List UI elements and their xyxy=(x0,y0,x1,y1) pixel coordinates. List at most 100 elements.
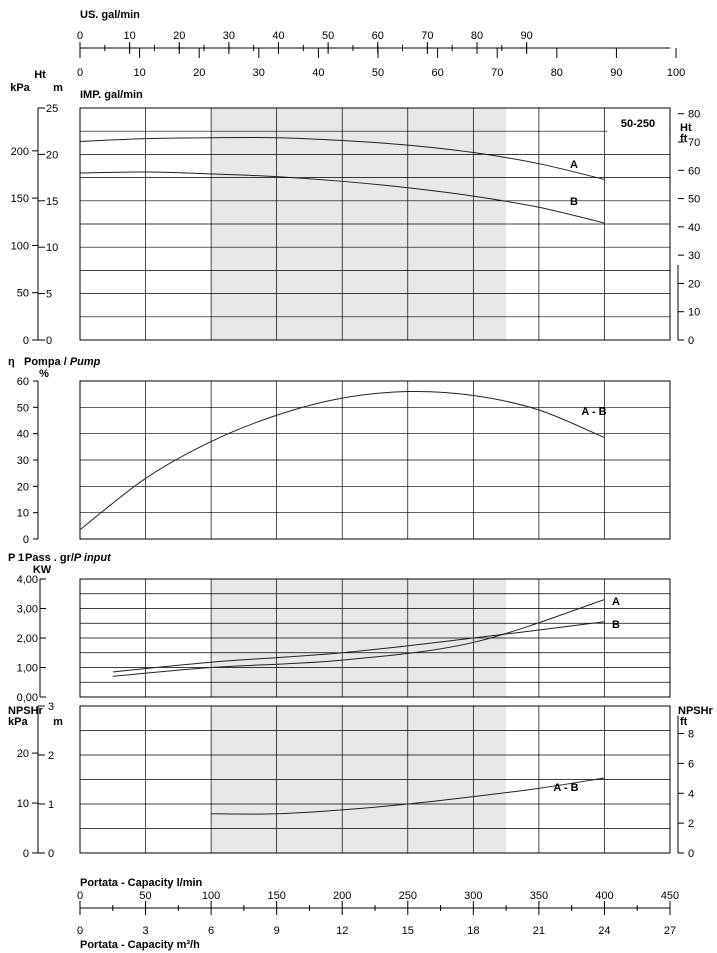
efficiency-tick-label: 20 xyxy=(17,481,29,493)
us-gal-tick-label: 60 xyxy=(372,30,384,42)
npsh-ft-tick-label: 8 xyxy=(688,729,694,741)
head-series-label-a: A xyxy=(570,159,578,171)
power-tick-label: 3,00 xyxy=(17,604,38,616)
head-m-tick-label: 0 xyxy=(46,335,52,347)
imp-gal-tick-label: 0 xyxy=(77,67,83,79)
us-gal-tick-label: 0 xyxy=(77,30,83,42)
power-tick-label: 1,00 xyxy=(17,663,38,675)
head-ft-tick-label: 20 xyxy=(688,278,700,290)
capacity-m3h-tick-label: 24 xyxy=(598,925,610,937)
head-curve-a xyxy=(79,136,605,180)
head-ft-tick-label: 10 xyxy=(688,307,700,319)
capacity-lpm-tick-label: 350 xyxy=(530,890,548,902)
capacity-m3h-tick-label: 0 xyxy=(77,925,83,937)
npsh-unit-m: m xyxy=(53,716,63,728)
npsh-m-tick-label: 1 xyxy=(48,799,54,811)
imp-gal-tick-label: 90 xyxy=(610,67,622,79)
imp-gal-axis-label: IMP. gal/min xyxy=(80,89,143,101)
capacity-lpm-tick-label: 300 xyxy=(464,890,482,902)
imp-gal-tick-label: 10 xyxy=(133,67,145,79)
power-subscript: 1 xyxy=(18,552,24,564)
npsh-ft-tick-label: 0 xyxy=(688,848,694,860)
npsh-m-tick-label: 2 xyxy=(48,750,54,762)
model-label: 50-250 xyxy=(621,118,655,130)
head-title-right: Ht xyxy=(680,122,692,134)
power-tick-label: 2,00 xyxy=(17,633,38,645)
efficiency-tick-label: 60 xyxy=(17,376,29,388)
power-series-label-a: A xyxy=(612,596,620,608)
head-ft-tick-label: 70 xyxy=(688,137,700,149)
npsh-ft-tick-label: 2 xyxy=(688,818,694,830)
plot-frame xyxy=(79,380,671,540)
us-gal-tick-label: 10 xyxy=(124,30,136,42)
efficiency-curve-ab xyxy=(79,390,605,531)
head-series-label-b: B xyxy=(570,196,578,208)
capacity-lpm-tick-label: 150 xyxy=(267,890,285,902)
plot-frame xyxy=(79,107,671,341)
npsh-ft-tick-label: 4 xyxy=(688,788,694,800)
us-gal-tick-label: 70 xyxy=(421,30,433,42)
npsh-title-left: NPSHr xyxy=(8,705,44,717)
npsh-m-tick-label: 3 xyxy=(48,701,54,713)
npsh-kpa-tick-label: 0 xyxy=(23,848,29,860)
us-gal-tick-label: 30 xyxy=(223,30,235,42)
efficiency-unit: % xyxy=(39,368,49,380)
power-symbol: P xyxy=(8,552,15,564)
capacity-lpm-axis-label: Portata - Capacity l/min xyxy=(80,877,203,889)
head-m-tick-label: 10 xyxy=(46,242,58,254)
imp-gal-tick-label: 60 xyxy=(431,67,443,79)
capacity-m3h-tick-label: 15 xyxy=(402,925,414,937)
capacity-m3h-tick-label: 9 xyxy=(274,925,280,937)
model-box xyxy=(607,109,669,133)
power-title: Pass . gr/P input xyxy=(25,552,112,564)
efficiency-series-label: A - B xyxy=(581,406,606,418)
capacity-lpm-tick-label: 400 xyxy=(595,890,613,902)
imp-gal-tick-label: 80 xyxy=(551,67,563,79)
head-m-tick-label: 20 xyxy=(46,149,58,161)
capacity-lpm-tick-label: 200 xyxy=(333,890,351,902)
efficiency-title: Pompa / Pump xyxy=(24,356,101,368)
efficiency-tick-label: 30 xyxy=(17,455,29,467)
npsh-kpa-tick-label: 10 xyxy=(17,798,29,810)
efficiency-tick-label: 50 xyxy=(17,402,29,414)
us-gal-tick-label: 50 xyxy=(322,30,334,42)
plot-frame xyxy=(79,578,671,698)
capacity-lpm-tick-label: 100 xyxy=(202,890,220,902)
efficiency-tick-label: 10 xyxy=(17,508,29,520)
head-ft-tick-label: 60 xyxy=(688,165,700,177)
us-gal-tick-label: 20 xyxy=(173,30,185,42)
npsh-series-label: A - B xyxy=(553,782,578,794)
us-gal-tick-label: 40 xyxy=(272,30,284,42)
head-kpa-tick-label: 50 xyxy=(17,288,29,300)
npsh-kpa-tick-label: 20 xyxy=(17,748,29,760)
npsh-title-right: NPSHr xyxy=(678,705,714,717)
power-tick-label: 4,00 xyxy=(17,574,38,586)
capacity-lpm-tick-label: 450 xyxy=(661,890,679,902)
capacity-m3h-tick-label: 12 xyxy=(336,925,348,937)
capacity-m3h-tick-label: 27 xyxy=(664,925,676,937)
capacity-m3h-axis-label: Portata - Capacity m³/h xyxy=(80,939,200,951)
npsh-ft-tick-label: 6 xyxy=(688,758,694,770)
imp-gal-tick-label: 30 xyxy=(253,67,265,79)
head-m-tick-label: 15 xyxy=(46,196,58,208)
imp-gal-tick-label: 100 xyxy=(667,67,685,79)
npsh-curve-ab xyxy=(211,777,605,815)
head-ft-tick-label: 0 xyxy=(688,335,694,347)
imp-gal-tick-label: 50 xyxy=(372,67,384,79)
npsh-m-tick-label: 0 xyxy=(48,848,54,860)
head-kpa-tick-label: 100 xyxy=(11,240,29,252)
imp-gal-tick-label: 20 xyxy=(193,67,205,79)
capacity-lpm-tick-label: 50 xyxy=(139,890,151,902)
us-gal-tick-label: 90 xyxy=(521,30,533,42)
head-ft-tick-label: 80 xyxy=(688,109,700,121)
efficiency-tick-label: 40 xyxy=(17,429,29,441)
capacity-lpm-tick-label: 0 xyxy=(77,890,83,902)
head-m-tick-label: 5 xyxy=(46,289,52,301)
capacity-m3h-tick-label: 3 xyxy=(142,925,148,937)
us-gal-tick-label: 80 xyxy=(471,30,483,42)
capacity-m3h-tick-label: 6 xyxy=(208,925,214,937)
imp-gal-tick-label: 70 xyxy=(491,67,503,79)
head-kpa-tick-label: 200 xyxy=(11,146,29,158)
npsh-unit-kpa: kPa xyxy=(8,716,28,728)
us-gal-axis-label: US. gal/min xyxy=(80,9,140,21)
